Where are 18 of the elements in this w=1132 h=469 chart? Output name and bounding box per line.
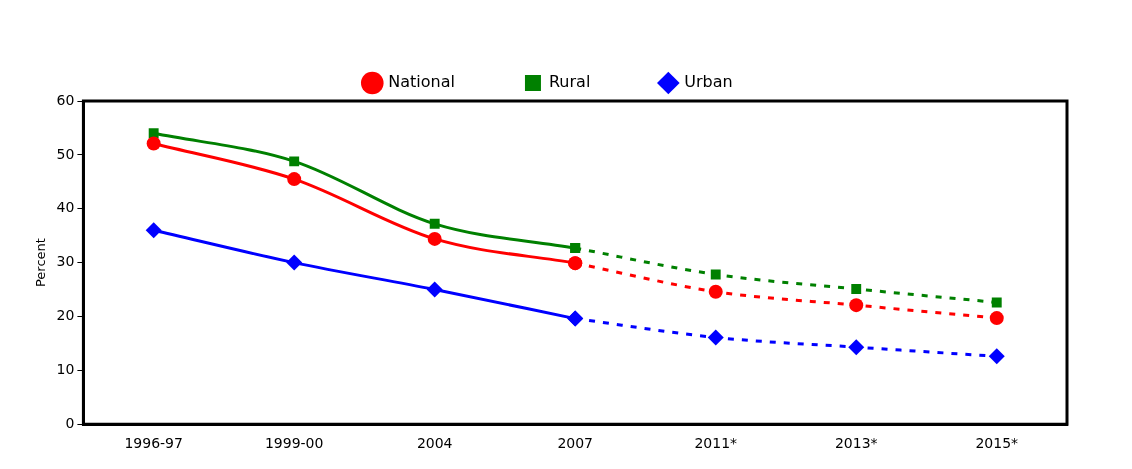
legend-label: National <box>388 72 455 92</box>
x-tick-label: 1999-00 <box>264 435 324 452</box>
x-tick-label: 1996-97 <box>124 435 183 452</box>
y-tick-label: 50 <box>56 145 75 162</box>
x-tick-label: 2011* <box>694 435 738 452</box>
y-tick-label: 20 <box>56 307 75 324</box>
legend-label: Rural <box>548 72 591 92</box>
x-tick-label: 2013* <box>834 435 878 452</box>
x-tick-label: 2007 <box>557 435 594 452</box>
y-tick-label: 30 <box>56 253 75 270</box>
x-tick-label: 2015* <box>975 435 1019 452</box>
y-tick-label: 0 <box>65 414 75 431</box>
legend-label: Urban <box>684 72 733 92</box>
y-tick-label: 60 <box>56 91 75 108</box>
y-tick-label: 10 <box>56 360 75 377</box>
x-tick-label: 2004 <box>416 435 453 452</box>
y-tick-label: 40 <box>56 199 75 216</box>
y-axis-title: Percent <box>33 238 49 288</box>
